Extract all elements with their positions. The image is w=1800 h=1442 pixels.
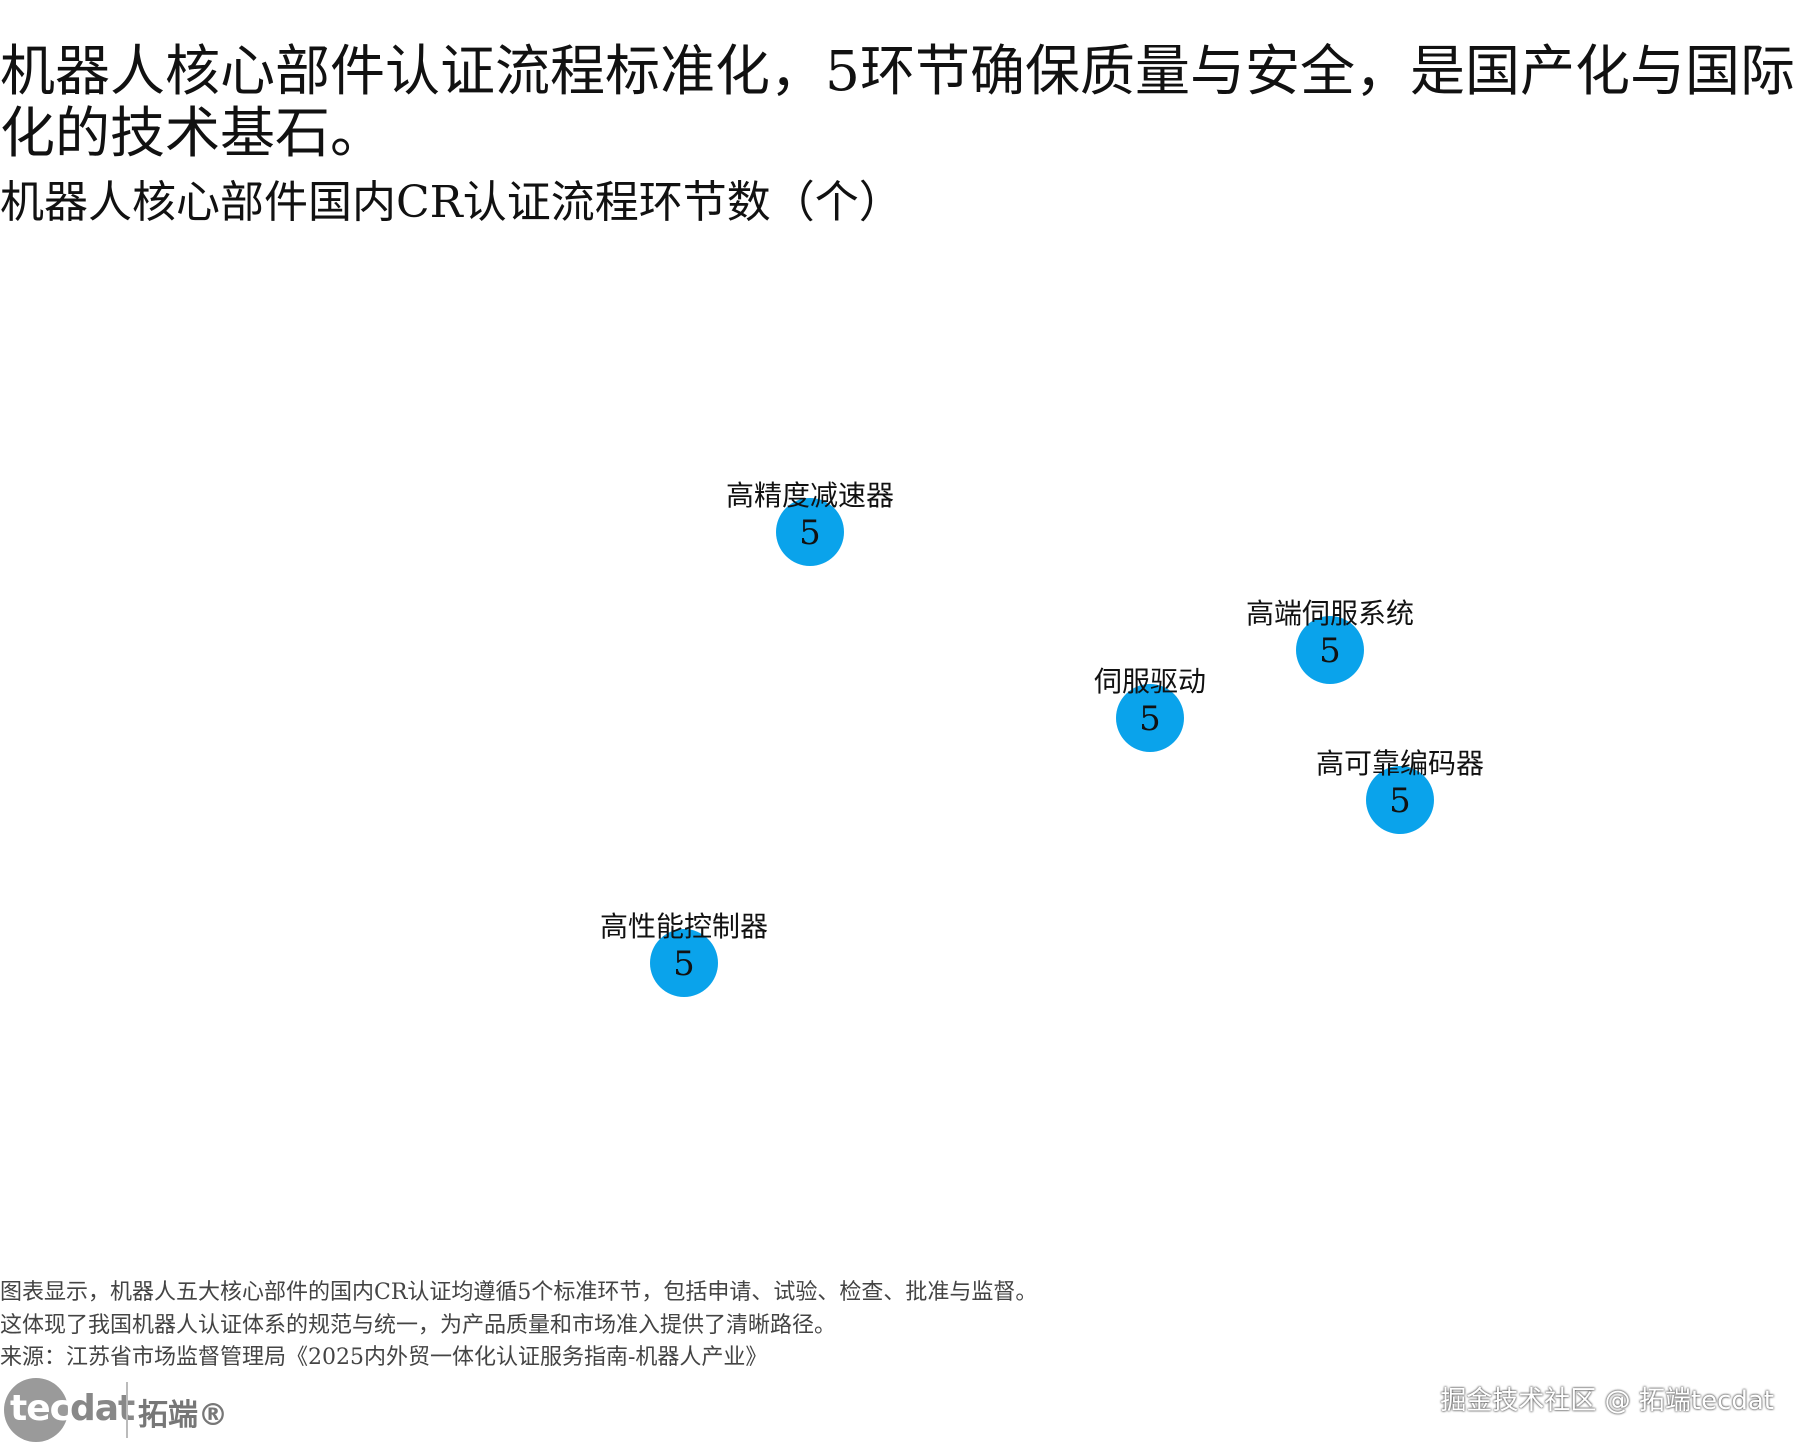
bubble-3 xyxy=(1366,766,1434,834)
bubble-label: 高性能控制器 xyxy=(600,910,768,943)
bubble-value: 5 xyxy=(1389,781,1411,821)
bubble-value: 5 xyxy=(799,513,821,553)
logo-circle-icon xyxy=(4,1378,68,1442)
bubble-value: 5 xyxy=(673,944,695,984)
logo-divider xyxy=(126,1382,128,1438)
watermark: 掘金技术社区 @ 拓端tecdat xyxy=(1440,1386,1774,1416)
bubble-0 xyxy=(776,498,844,566)
logo-cn: 拓端® xyxy=(138,1398,228,1433)
bubble-value: 5 xyxy=(1319,631,1341,671)
bubble-label: 高可靠编码器 xyxy=(1316,747,1484,780)
bubble-label: 高端伺服系统 xyxy=(1246,597,1414,630)
tecdat-logo: tecdat 拓端® xyxy=(4,1378,228,1442)
chart-title: 机器人核心部件认证流程标准化，5环节确保质量与安全，是国产化与国际化的技术基石。 xyxy=(0,39,1795,165)
bubble-label: 伺服驱动 xyxy=(1094,665,1206,698)
source-line: 来源：江苏省市场监督管理局《2025内外贸一体化认证服务指南-机器人产业》 xyxy=(0,1345,768,1370)
bubble-4 xyxy=(650,929,718,997)
chart-subtitle: 机器人核心部件国内CR认证流程环节数（个） xyxy=(0,177,903,228)
note-line-2: 这体现了我国机器人认证体系的规范与统一，为产品质量和市场准入提供了清晰路径。 xyxy=(0,1313,837,1338)
bubble-2 xyxy=(1296,616,1364,684)
bubble-label: 高精度减速器 xyxy=(726,479,894,512)
logo-wordmark: tecdat xyxy=(10,1388,135,1429)
note-line-1: 图表显示，机器人五大核心部件的国内CR认证均遵循5个标准环节，包括申请、试验、检… xyxy=(0,1280,1038,1305)
bubble-1 xyxy=(1116,684,1184,752)
bubble-value: 5 xyxy=(1139,699,1161,739)
